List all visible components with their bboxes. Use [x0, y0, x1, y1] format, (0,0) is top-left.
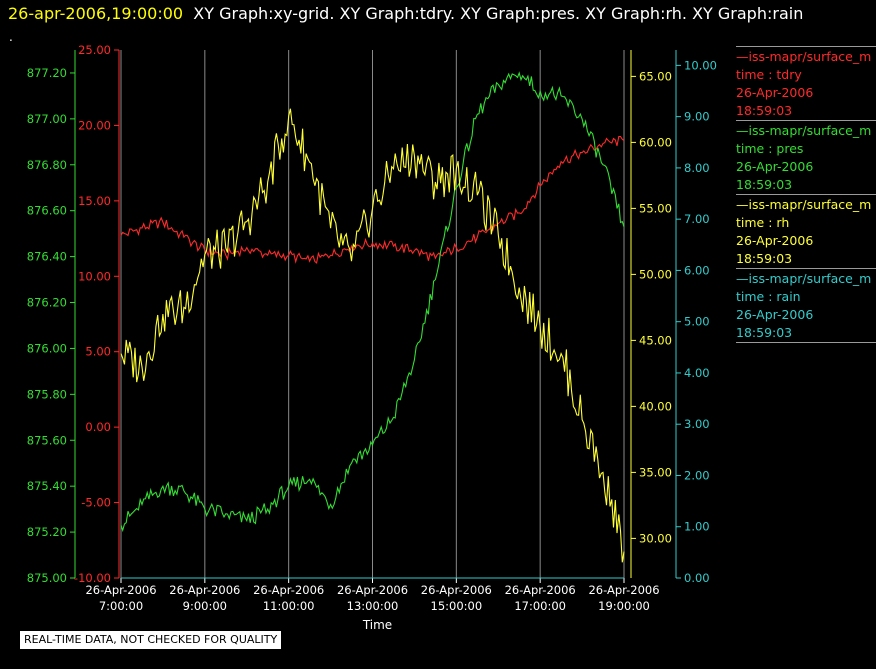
tdry-tick-label: -5.00 — [81, 496, 111, 510]
rh-tick-label: 35.00 — [639, 465, 672, 479]
rh-tick-label: 55.00 — [639, 201, 672, 215]
x-tick-label: 9:00:00 — [183, 599, 227, 613]
pres-tick-label: 876.60 — [27, 204, 67, 218]
pres-tick-label: 875.60 — [27, 433, 67, 447]
x-tick-label: 15:00:00 — [431, 599, 483, 613]
x-tick-label: 11:00:00 — [263, 599, 315, 613]
rh-tick-label: 40.00 — [639, 399, 672, 413]
legend-name: time : tdry — [736, 67, 802, 82]
legend-date: 26-Apr-2006 — [736, 233, 814, 248]
pres-tick-label: 877.00 — [27, 112, 67, 126]
tdry-tick-label: 20.00 — [78, 118, 111, 132]
chart-title-graphs: XY Graph:xy-grid. XY Graph:tdry. XY Grap… — [193, 4, 804, 23]
legend-name: time : rain — [736, 289, 801, 304]
x-tick-label: 17:00:00 — [514, 599, 566, 613]
legend: —iss-mapr/surface_m time : tdry 26-Apr-200… — [736, 46, 876, 344]
rain-tick-label: 9.00 — [684, 110, 710, 124]
x-tick-label: 7:00:00 — [99, 599, 143, 613]
tdry-tick-label: 15.00 — [78, 194, 111, 208]
legend-series: —iss-mapr/surface_m — [736, 49, 872, 64]
chart-title-date: 26-apr-2006,19:00:00 — [8, 4, 184, 23]
tdry-tick-label: 10.00 — [78, 269, 111, 283]
rain-tick-label: 4.00 — [684, 366, 710, 380]
pres-tick-label: 875.20 — [27, 525, 67, 539]
rain-tick-label: 0.00 — [684, 571, 710, 585]
x-tick-label: 26-Apr-2006 — [85, 583, 156, 597]
series-tdry-line — [120, 135, 625, 264]
x-tick-label: 26-Apr-2006 — [337, 583, 408, 597]
quality-note: REAL-TIME DATA, NOT CHECKED FOR QUALITY — [20, 631, 282, 649]
x-tick-label: 13:00:00 — [347, 599, 399, 613]
legend-name: time : rh — [736, 215, 790, 230]
rain-tick-label: 3.00 — [684, 417, 710, 431]
rain-tick-label: 2.00 — [684, 468, 710, 482]
x-tick-label: 26-Apr-2006 — [253, 583, 324, 597]
tdry-tick-label: 25.00 — [78, 43, 111, 57]
legend-series: —iss-mapr/surface_m — [736, 197, 872, 212]
pres-tick-label: 876.00 — [27, 341, 67, 355]
rain-tick-label: 10.00 — [684, 58, 717, 72]
tdry-tick-label: -10.00 — [74, 571, 111, 585]
pres-tick-label: 875.00 — [27, 571, 67, 585]
rain-tick-label: 5.00 — [684, 315, 710, 329]
rh-tick-label: 45.00 — [639, 333, 672, 347]
rain-tick-label: 1.00 — [684, 520, 710, 534]
rh-tick-label: 60.00 — [639, 135, 672, 149]
tdry-tick-label: 5.00 — [85, 345, 111, 359]
x-tick-label: 26-Apr-2006 — [421, 583, 492, 597]
rh-tick-label: 65.00 — [639, 69, 672, 83]
legend-date: 26-Apr-2006 — [736, 85, 814, 100]
rh-tick-label: 30.00 — [639, 531, 672, 545]
series-pres-line — [120, 71, 625, 533]
rain-tick-label: 6.00 — [684, 263, 710, 277]
legend-time: 18:59:03 — [736, 251, 793, 266]
legend-name: time : pres — [736, 141, 804, 156]
x-axis-label: Time — [362, 618, 392, 632]
pres-tick-label: 877.20 — [27, 66, 67, 80]
rain-tick-label: 7.00 — [684, 212, 710, 226]
chart-title: 26-apr-2006,19:00:00 XY Graph:xy-grid. X… — [8, 4, 803, 23]
pres-tick-label: 876.80 — [27, 158, 67, 172]
rh-tick-label: 50.00 — [639, 267, 672, 281]
legend-date: 26-Apr-2006 — [736, 307, 814, 322]
tdry-tick-label: 0.00 — [85, 420, 111, 434]
pres-tick-label: 876.20 — [27, 296, 67, 310]
legend-divider — [736, 342, 876, 344]
status-dot: . — [9, 30, 13, 44]
x-tick-label: 19:00:00 — [598, 599, 650, 613]
x-tick-label: 26-Apr-2006 — [169, 583, 240, 597]
pres-tick-label: 876.40 — [27, 250, 67, 264]
legend-time: 18:59:03 — [736, 177, 793, 192]
legend-series: —iss-mapr/surface_m — [736, 123, 872, 138]
pres-tick-label: 875.40 — [27, 479, 67, 493]
rain-tick-label: 8.00 — [684, 161, 710, 175]
series-rh-line — [120, 108, 625, 563]
legend-time: 18:59:03 — [736, 325, 793, 340]
x-tick-label: 26-Apr-2006 — [588, 583, 659, 597]
legend-series: —iss-mapr/surface_m — [736, 271, 872, 286]
x-tick-label: 26-Apr-2006 — [505, 583, 576, 597]
legend-time: 18:59:03 — [736, 103, 793, 118]
pres-tick-label: 875.80 — [27, 387, 67, 401]
legend-date: 26-Apr-2006 — [736, 159, 814, 174]
